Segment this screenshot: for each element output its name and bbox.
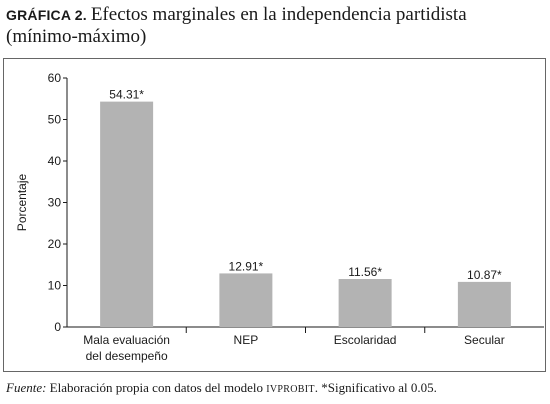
y-axis-label: Porcentaje <box>15 173 29 231</box>
y-tick-label-4: 40 <box>48 154 62 168</box>
bar-2 <box>338 279 392 327</box>
source-label: Fuente: <box>6 380 47 395</box>
category-label-0-1: del desempeño <box>86 349 168 363</box>
bar-0 <box>100 101 154 327</box>
title-line-1: Efectos marginales en la independencia p… <box>90 4 467 25</box>
chart-frame: 0 10 20 30 40 50 60 54.31* 12.91* 11.56* 10.87* M… <box>3 58 546 372</box>
y-tick-label-3: 30 <box>48 196 62 210</box>
y-tick-label-2: 20 <box>48 237 62 251</box>
source-text-after: . *Significativo al 0.05. <box>314 380 437 395</box>
y-tick-label-5: 50 <box>48 113 62 127</box>
bar-1 <box>219 273 273 327</box>
bar-3 <box>457 281 511 327</box>
source-text-before: Elaboración propia con datos del modelo <box>46 380 267 395</box>
data-label-1: 12.91* <box>229 259 264 273</box>
title-line-2: (mínimo-máximo) <box>6 26 147 47</box>
y-tick-label-6: 60 <box>48 71 62 85</box>
figure-title: GRÁFICA 2. Efectos marginales en la indep… <box>6 4 546 48</box>
data-label-3: 10.87* <box>467 268 502 282</box>
bars <box>100 101 511 327</box>
data-label-2: 11.56* <box>348 265 382 279</box>
source-model: IVPROBIT <box>266 384 315 395</box>
bar-chart: 0 10 20 30 40 50 60 54.31* 12.91* 11.56* 10.87* M… <box>15 71 544 363</box>
data-labels: 54.31* 12.91* 11.56* 10.87* <box>109 88 502 282</box>
source-note: Fuente: Elaboración propia con datos del… <box>6 380 437 396</box>
y-tick-label-1: 10 <box>48 279 62 293</box>
category-label-1-0: NEP <box>234 333 259 347</box>
category-label-0-0: Mala evaluación <box>83 333 170 347</box>
figure-tag: GRÁFICA 2. <box>6 7 87 23</box>
y-tick-label-0: 0 <box>54 320 61 334</box>
data-label-0: 54.31* <box>109 88 144 102</box>
category-labels: Mala evaluación del desempeño NEP Escolarid… <box>83 333 504 363</box>
category-label-2-0: Escolaridad <box>334 333 397 347</box>
category-label-3-0: Secular <box>464 333 505 347</box>
